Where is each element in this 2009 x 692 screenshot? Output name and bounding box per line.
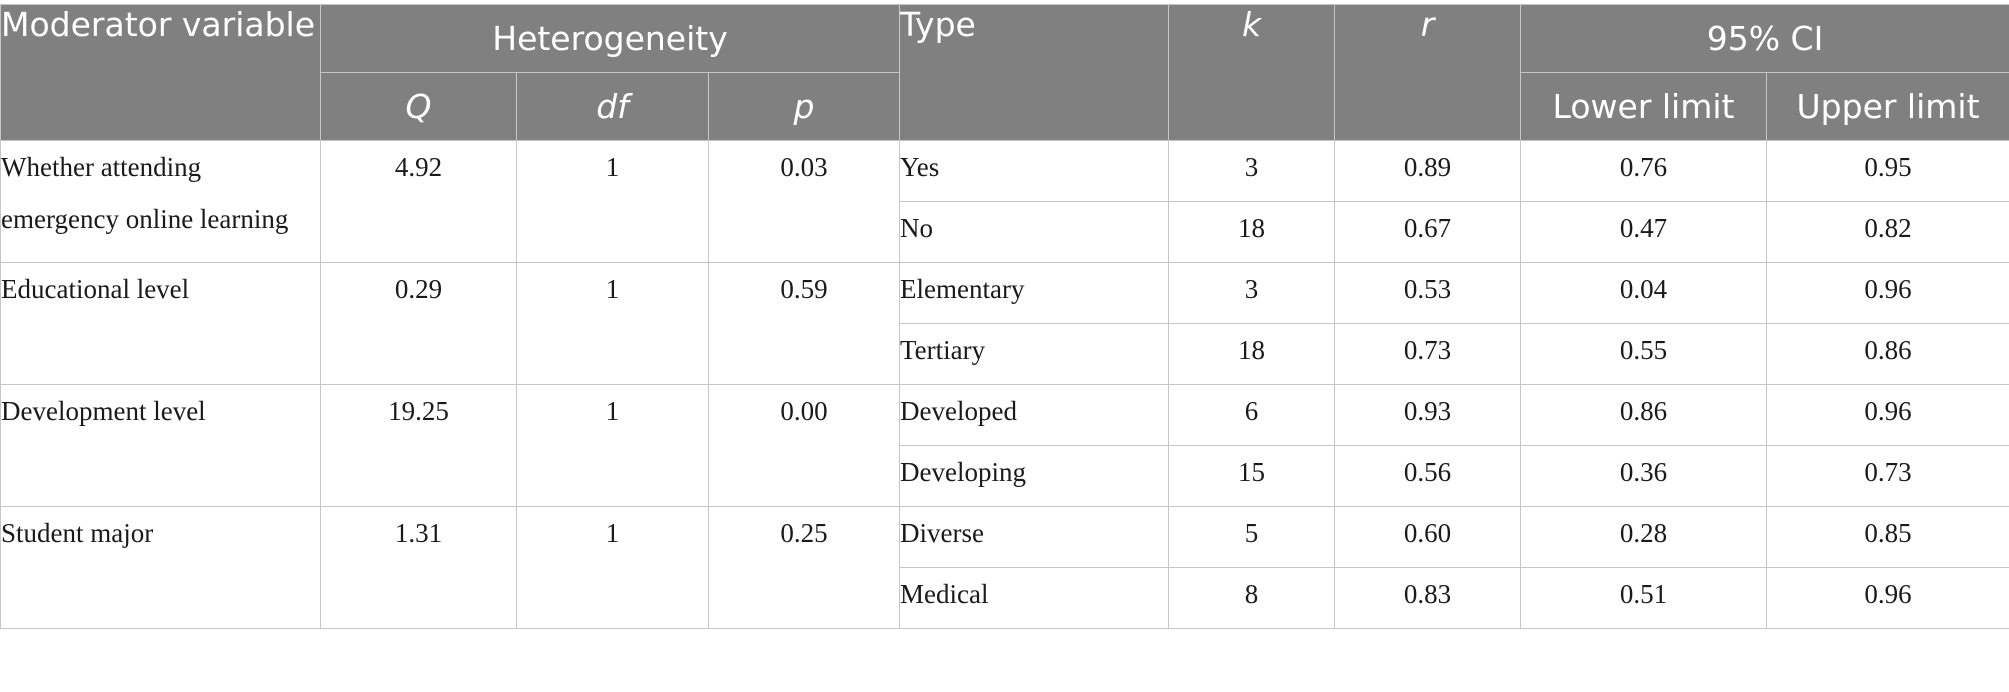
p-cell: 0.03	[707, 140, 901, 263]
upper-limit-cell: 0.96	[1766, 384, 2009, 446]
moderator-analysis-table: Moderator variable Heterogeneity Type k …	[0, 4, 2009, 629]
df-cell: 1	[516, 506, 709, 629]
upper-limit-cell: 0.95	[1766, 140, 2009, 202]
df-cell: 1	[516, 384, 709, 507]
table-row: Educational level 0.29 1 0.59 Elementary…	[0, 262, 2009, 385]
upper-limit-cell: 0.96	[1766, 262, 2009, 324]
type-cell: No	[899, 201, 1170, 263]
lower-limit-cell: 0.47	[1520, 201, 1768, 263]
type-cell: Medical	[899, 567, 1170, 629]
p-cell: 0.25	[707, 506, 901, 629]
upper-limit-cell: 0.96	[1766, 567, 2009, 629]
lower-limit-cell: 0.51	[1520, 567, 1768, 629]
type-cell: Diverse	[899, 506, 1170, 568]
r-cell: 0.60	[1334, 506, 1522, 568]
table-row: Medical 8 0.83 0.51 0.96	[1, 567, 2009, 629]
p-cell: 0.59	[707, 262, 901, 385]
df-cell: 1	[516, 140, 709, 263]
k-cell: 8	[1168, 567, 1336, 629]
k-cell: 3	[1168, 262, 1336, 324]
q-cell: 0.29	[320, 262, 517, 385]
header-row-sub: Q df p Lower limit Upper limit	[1, 72, 2009, 141]
header-heterogeneity: Heterogeneity	[319, 4, 901, 73]
r-cell: 0.83	[1334, 567, 1522, 629]
k-cell: 3	[1168, 140, 1336, 202]
header-upper-limit: Upper limit	[1766, 72, 2009, 141]
k-cell: 5	[1168, 506, 1336, 568]
r-cell: 0.93	[1334, 384, 1522, 446]
table-row: Developing 15 0.56 0.36 0.73	[1, 445, 2009, 507]
header-p: p	[707, 72, 901, 141]
table-row: Whether attending emergency online learn…	[0, 140, 2009, 263]
header-r: r	[1334, 4, 1522, 141]
r-cell: 0.73	[1334, 323, 1522, 385]
moderator-variable-cell: Student major	[0, 506, 321, 629]
upper-limit-cell: 0.73	[1766, 445, 2009, 507]
lower-limit-cell: 0.86	[1520, 384, 1768, 446]
table-header: Moderator variable Heterogeneity Type k …	[0, 4, 2009, 141]
table-row: Development level 19.25 1 0.00 Developed…	[0, 384, 2009, 507]
p-cell: 0.00	[707, 384, 901, 507]
type-cell: Developing	[899, 445, 1170, 507]
lower-limit-cell: 0.55	[1520, 323, 1768, 385]
k-cell: 18	[1168, 201, 1336, 263]
upper-limit-cell: 0.85	[1766, 506, 2009, 568]
lower-limit-cell: 0.04	[1520, 262, 1768, 324]
r-cell: 0.89	[1334, 140, 1522, 202]
type-cell: Developed	[899, 384, 1170, 446]
table-row: Tertiary 18 0.73 0.55 0.86	[1, 323, 2009, 385]
header-row-top: Moderator variable Heterogeneity Type k …	[0, 4, 2009, 141]
lower-limit-cell: 0.28	[1520, 506, 1768, 568]
r-cell: 0.56	[1334, 445, 1522, 507]
type-cell: Elementary	[899, 262, 1170, 324]
table-row: Student major 1.31 1 0.25 Diverse 5 0.60…	[0, 506, 2009, 629]
type-cell: Tertiary	[899, 323, 1170, 385]
lower-limit-cell: 0.76	[1520, 140, 1768, 202]
header-q: Q	[320, 72, 517, 141]
moderator-variable-cell: Development level	[0, 384, 321, 507]
header-k: k	[1168, 4, 1336, 141]
q-cell: 4.92	[320, 140, 517, 263]
header-lower-limit: Lower limit	[1520, 72, 1768, 141]
upper-limit-cell: 0.82	[1766, 201, 2009, 263]
header-95-ci: 95% CI	[1520, 4, 2009, 73]
moderator-variable-cell: Whether attending emergency online learn…	[0, 140, 321, 263]
q-cell: 1.31	[320, 506, 517, 629]
header-moderator-variable: Moderator variable	[0, 4, 321, 141]
r-cell: 0.67	[1334, 201, 1522, 263]
header-type: Type	[899, 4, 1170, 141]
table-row: No 18 0.67 0.47 0.82	[1, 201, 2009, 263]
q-cell: 19.25	[320, 384, 517, 507]
k-cell: 18	[1168, 323, 1336, 385]
lower-limit-cell: 0.36	[1520, 445, 1768, 507]
table-body: Whether attending emergency online learn…	[0, 140, 2009, 629]
type-cell: Yes	[899, 140, 1170, 202]
r-cell: 0.53	[1334, 262, 1522, 324]
k-cell: 15	[1168, 445, 1336, 507]
upper-limit-cell: 0.86	[1766, 323, 2009, 385]
df-cell: 1	[516, 262, 709, 385]
header-df: df	[516, 72, 709, 141]
k-cell: 6	[1168, 384, 1336, 446]
moderator-variable-cell: Educational level	[0, 262, 321, 385]
